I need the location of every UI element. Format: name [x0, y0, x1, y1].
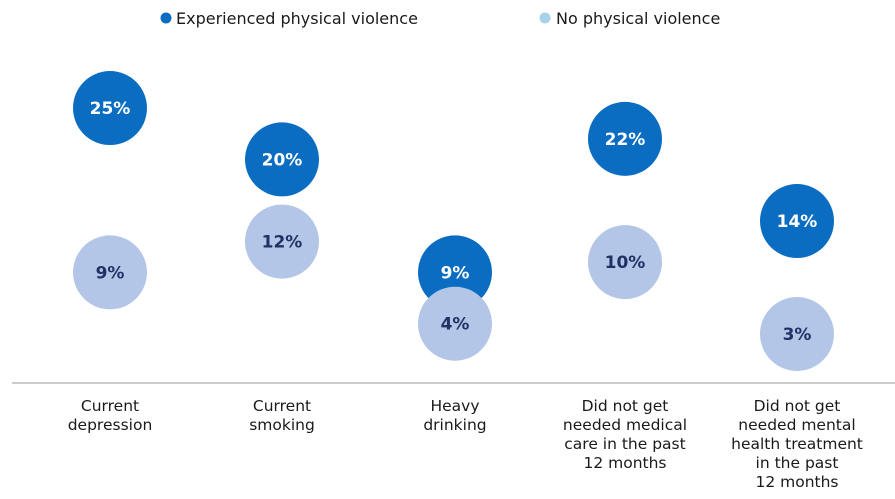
category-label-1-line-1: smoking — [249, 416, 315, 434]
bubble-no-violence-2 — [418, 286, 492, 361]
bubble-label-no-violence-0: 9% — [96, 263, 125, 283]
bubble-label-no-violence-3: 10% — [605, 253, 646, 273]
category-label-3-line-2: care in the past — [564, 435, 685, 453]
category-label-4-line-4: 12 months — [755, 473, 838, 491]
category-label-3-line-0: Did not get — [582, 397, 669, 415]
bubble-label-experienced-4: 14% — [777, 212, 818, 232]
category-label-4-line-0: Did not get — [754, 397, 841, 415]
category-label-4-line-1: needed mental — [738, 416, 855, 434]
category-label-3: Did not get needed medical care in the pas… — [563, 397, 687, 472]
category-label-2-line-1: drinking — [423, 416, 486, 434]
bubble-no-violence-3 — [588, 225, 662, 300]
category-label-4: Did not get needed mental health treatment… — [731, 397, 863, 491]
bubble-label-no-violence-1: 12% — [262, 233, 303, 253]
category-label-2: Heavy drinking — [423, 397, 486, 434]
category-label-3-line-1: needed medical — [563, 416, 687, 434]
category-label-0: Current depression — [68, 397, 153, 434]
bubble-label-experienced-1: 20% — [262, 150, 303, 170]
bubble-experienced-4 — [760, 184, 834, 259]
legend-label-no-violence: No physical violence — [556, 9, 720, 28]
category-label-2-line-0: Heavy — [430, 397, 479, 415]
legend-marker-no-violence — [539, 12, 551, 24]
bubble-no-violence-1 — [245, 204, 319, 279]
bubble-label-no-violence-4: 3% — [783, 325, 812, 345]
bubble-label-experienced-3: 22% — [605, 130, 646, 150]
category-label-1: Current smoking — [249, 397, 315, 434]
bubbles: 25% 20% 9% 22% 14% 9% 12% 4% 10% 3% — [73, 71, 834, 371]
category-label-1-line-0: Current — [253, 397, 311, 415]
bubble-label-no-violence-2: 4% — [441, 315, 470, 335]
legend-marker-experienced — [160, 12, 172, 24]
legend: Experienced physical violence No physica… — [160, 9, 720, 28]
bubble-no-violence-0 — [73, 235, 147, 310]
category-label-4-line-3: in the past — [756, 454, 839, 472]
category-label-3-line-3: 12 months — [583, 454, 666, 472]
bubble-experienced-2 — [418, 235, 492, 310]
bubble-experienced-3 — [588, 101, 662, 176]
bubble-no-violence-4 — [760, 297, 834, 371]
category-label-0-line-1: depression — [68, 416, 153, 434]
bubble-experienced-0 — [73, 71, 147, 146]
category-label-4-line-2: health treatment — [731, 435, 863, 453]
category-label-0-line-0: Current — [81, 397, 139, 415]
legend-label-experienced: Experienced physical violence — [176, 9, 418, 28]
bubble-experienced-1 — [245, 122, 319, 197]
bubble-label-experienced-0: 25% — [90, 99, 131, 119]
bubble-label-experienced-2: 9% — [441, 263, 470, 283]
